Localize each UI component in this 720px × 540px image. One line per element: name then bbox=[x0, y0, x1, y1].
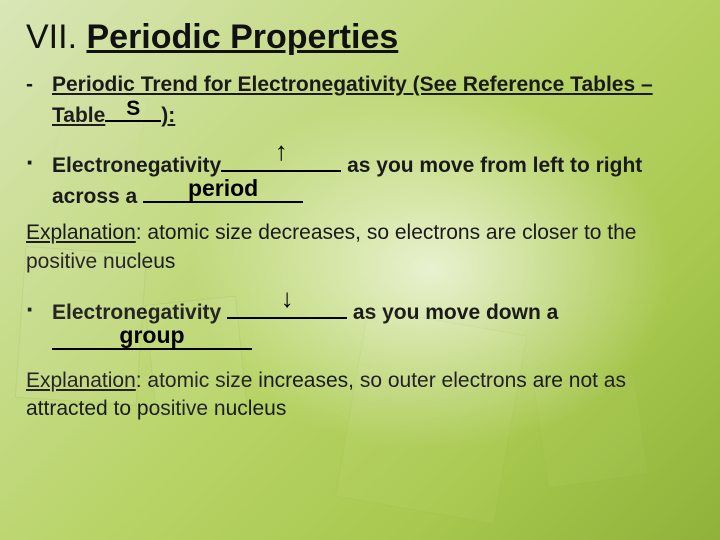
trend-suffix: ): bbox=[161, 104, 175, 127]
point2-row: · Electronegativity ↓ as you move down a… bbox=[26, 296, 694, 359]
title-text: Periodic Properties bbox=[86, 18, 398, 56]
explain2-label: Explanation bbox=[26, 369, 136, 392]
point2-text: Electronegativity ↓ as you move down a g… bbox=[52, 296, 694, 359]
trend-heading-row: - Periodic Trend for Electronegativity (… bbox=[26, 71, 694, 131]
point1-row: · Electronegativity↑ as you move from le… bbox=[26, 149, 694, 212]
point2-answer-blank: group bbox=[52, 327, 252, 350]
point1-answer-blank: period bbox=[143, 180, 303, 203]
dot-bullet: · bbox=[26, 296, 52, 359]
explain1-label: Explanation bbox=[26, 221, 136, 244]
spacer bbox=[26, 139, 694, 149]
point2-mid: as you move down a bbox=[347, 301, 558, 324]
down-arrow-icon: ↓ bbox=[227, 298, 347, 320]
up-arrow-icon: ↑ bbox=[221, 151, 341, 173]
point2-arrow-blank: ↓ bbox=[227, 296, 347, 319]
point1-arrow-blank: ↑ bbox=[221, 149, 341, 172]
page-title: VII. Periodic Properties bbox=[26, 18, 694, 57]
content: - Periodic Trend for Electronegativity (… bbox=[26, 71, 694, 423]
explanation-1: Explanation: atomic size decreases, so e… bbox=[26, 219, 694, 276]
point1-answer: period bbox=[143, 173, 303, 204]
dash-bullet: - bbox=[26, 71, 52, 131]
slide: VII. Periodic Properties - Periodic Tren… bbox=[0, 0, 720, 540]
title-roman: VII. bbox=[26, 18, 77, 56]
point1-text: Electronegativity↑ as you move from left… bbox=[52, 149, 694, 212]
dot-bullet: · bbox=[26, 149, 52, 212]
point2-answer: group bbox=[52, 320, 252, 351]
trend-heading: Periodic Trend for Electronegativity (Se… bbox=[52, 71, 694, 131]
table-answer: S bbox=[105, 95, 161, 123]
table-blank: S bbox=[105, 99, 161, 122]
explanation-2: Explanation: atomic size increases, so o… bbox=[26, 367, 694, 424]
